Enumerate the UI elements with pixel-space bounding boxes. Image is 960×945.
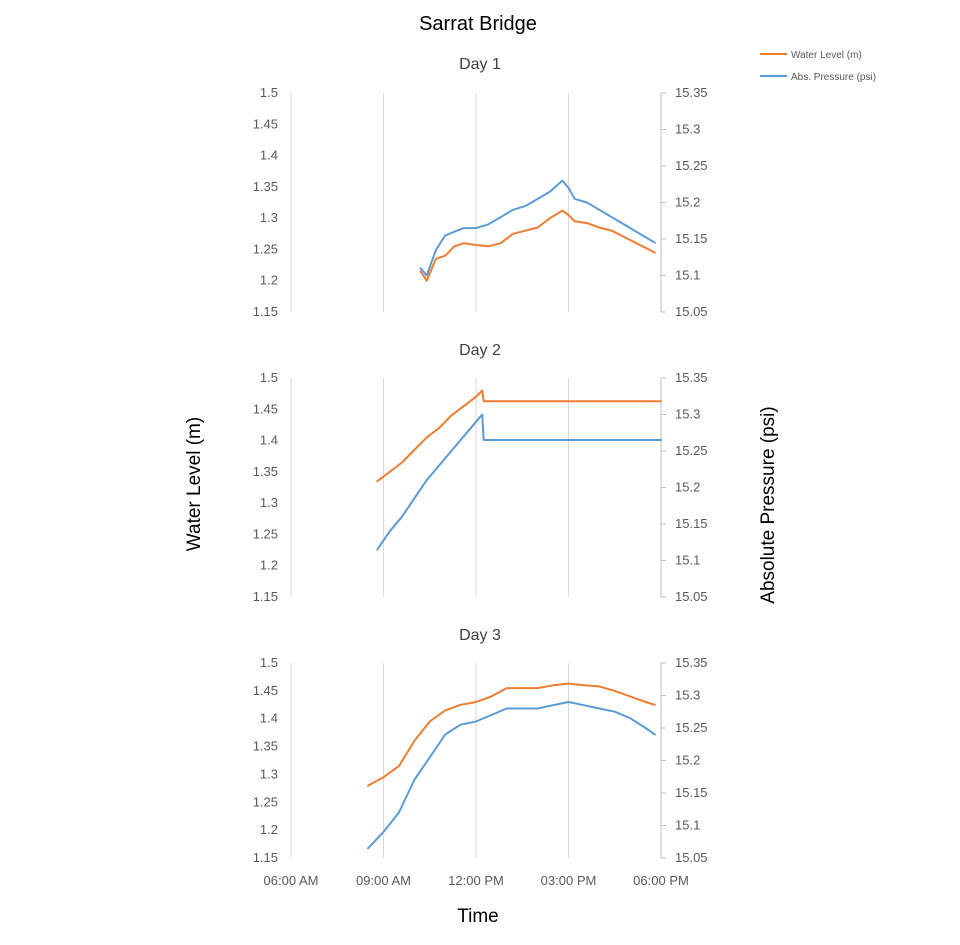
y-right-tick-label: 15.1: [675, 268, 700, 283]
y-left-tick-label: 1.25: [253, 794, 278, 809]
x-tick-label: 06:00 AM: [264, 873, 319, 888]
y-right-tick-label: 15.3: [675, 407, 700, 422]
y-right-tick-label: 15.35: [675, 85, 708, 100]
x-axis-label: Time: [457, 906, 499, 927]
y-left-tick-label: 1.15: [253, 304, 278, 319]
x-tick-label: 12:00 PM: [448, 873, 504, 888]
y-right-tick-label: 15.1: [675, 818, 700, 833]
series-line-abs-pressure: [367, 701, 656, 850]
y-right-tick-label: 15.2: [675, 195, 700, 210]
y-left-tick-label: 1.4: [260, 148, 278, 163]
series-line-abs-pressure: [419, 179, 656, 277]
y-axis-left-label: Water Level (m): [184, 417, 205, 551]
y-right-tick-label: 15.35: [675, 655, 708, 670]
y-left-tick-label: 1.4: [260, 433, 278, 448]
y-right-tick-label: 15.15: [675, 231, 708, 246]
panel-day-3: Day 3 1.15 1.2 1.25 1.3 1.35 1.4 1.45 1.5 15.05 15…: [253, 627, 708, 888]
panel-title: Day 2: [459, 342, 501, 359]
series-line-water-level: [419, 209, 656, 282]
y-left-tick-label: 1.45: [253, 401, 278, 416]
y-right-tick-label: 15.05: [675, 850, 708, 865]
y-right-tick-label: 15.3: [675, 122, 700, 137]
x-tick-label: 06:00 PM: [633, 873, 689, 888]
y-left-tick-label: 1.5: [260, 85, 278, 100]
panel-day-2: Day 2 1.15 1.2 1.25 1.3 1.35 1.4 1.45 1.5 15.05 15…: [253, 342, 708, 604]
y-left-tick-label: 1.2: [260, 273, 278, 288]
y-left-tick-label: 1.4: [260, 711, 278, 726]
series-line-abs-pressure: [376, 413, 662, 551]
panel-day-1: Day 1 1.15 1.2 1.25 1.3 1.35 1.4 1.45 1.5 15.05 15…: [253, 56, 708, 319]
y-left-tick-label: 1.15: [253, 589, 278, 604]
panel-title: Day 3: [459, 627, 501, 644]
y-left-tick-label: 1.45: [253, 683, 278, 698]
y-right-tick-label: 15.2: [675, 480, 700, 495]
y-right-tick-label: 15.3: [675, 688, 700, 703]
y-right-tick-label: 15.25: [675, 720, 708, 735]
y-left-tick-label: 1.2: [260, 822, 278, 837]
series-line-water-level: [367, 682, 656, 787]
y-right-tick-label: 15.05: [675, 589, 708, 604]
y-left-tick-label: 1.35: [253, 464, 278, 479]
y-right-tick-label: 15.2: [675, 753, 700, 768]
legend-label-water-level: Water Level (m): [791, 50, 862, 61]
y-right-tick-label: 15.05: [675, 304, 708, 319]
y-left-tick-label: 1.2: [260, 558, 278, 573]
x-tick-label: 09:00 AM: [356, 873, 411, 888]
y-left-tick-label: 1.5: [260, 655, 278, 670]
chart-title: Sarrat Bridge: [419, 13, 537, 35]
y-left-tick-label: 1.25: [253, 526, 278, 541]
y-left-tick-label: 1.35: [253, 179, 278, 194]
chart-panels: Day 1 1.15 1.2 1.25 1.3 1.35 1.4 1.45 1.5 15.05 15…: [253, 56, 708, 888]
legend: Water Level (m) Abs. Pressure (psi): [760, 50, 876, 83]
y-axis-right-label: Absolute Pressure (psi): [758, 406, 779, 603]
y-left-tick-label: 1.45: [253, 116, 278, 131]
y-right-tick-label: 15.15: [675, 785, 708, 800]
series-line-water-level: [376, 389, 662, 483]
panel-title: Day 1: [459, 56, 501, 73]
y-left-tick-label: 1.5: [260, 370, 278, 385]
x-tick-label: 03:00 PM: [541, 873, 597, 888]
y-left-tick-label: 1.15: [253, 850, 278, 865]
y-left-tick-label: 1.3: [260, 210, 278, 225]
y-left-tick-label: 1.25: [253, 241, 278, 256]
y-right-tick-label: 15.1: [675, 553, 700, 568]
y-right-tick-label: 15.15: [675, 516, 708, 531]
y-right-tick-label: 15.25: [675, 443, 708, 458]
y-left-tick-label: 1.3: [260, 495, 278, 510]
y-left-tick-label: 1.35: [253, 739, 278, 754]
legend-label-abs-pressure: Abs. Pressure (psi): [791, 72, 876, 83]
y-right-tick-label: 15.25: [675, 158, 708, 173]
y-right-tick-label: 15.35: [675, 370, 708, 385]
y-left-tick-label: 1.3: [260, 766, 278, 781]
